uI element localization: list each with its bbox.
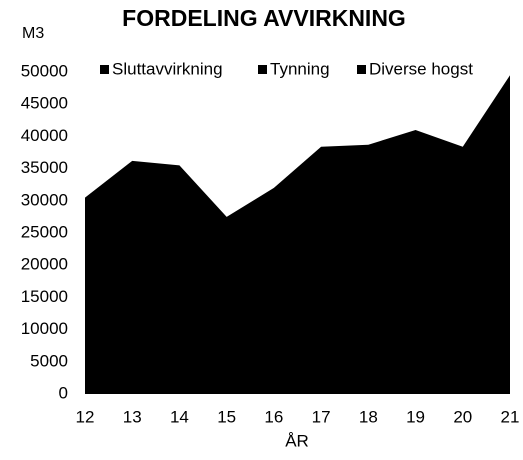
x-tick-label: 12 <box>76 407 95 426</box>
legend-label: Diverse hogst <box>369 59 473 78</box>
legend-swatch <box>357 65 366 74</box>
x-tick-label: 16 <box>264 407 283 426</box>
x-axis-label: ÅR <box>285 431 309 450</box>
x-tick-label: 14 <box>170 407 189 426</box>
x-tick-label: 15 <box>217 407 236 426</box>
area <box>85 75 510 394</box>
y-tick-label: 15000 <box>21 287 68 306</box>
x-tick-label: 13 <box>123 407 142 426</box>
y-axis-label: M3 <box>22 25 44 42</box>
chart-title: FORDELING AVVIRKNING <box>122 5 406 31</box>
y-tick-label: 50000 <box>21 61 68 80</box>
legend-swatch <box>258 65 267 74</box>
x-tick-label: 17 <box>312 407 331 426</box>
y-tick-label: 30000 <box>21 190 68 209</box>
y-tick-label: 5000 <box>30 351 68 370</box>
y-tick-label: 40000 <box>21 126 68 145</box>
y-tick-label: 0 <box>59 383 68 402</box>
y-tick-label: 45000 <box>21 94 68 113</box>
x-tick-label: 19 <box>406 407 425 426</box>
legend-label: Sluttavvirkning <box>112 59 223 78</box>
x-tick-label: 20 <box>453 407 472 426</box>
x-tick-label: 21 <box>501 407 520 426</box>
legend-swatch <box>100 65 109 74</box>
y-tick-label: 25000 <box>21 222 68 241</box>
y-tick-label: 20000 <box>21 255 68 274</box>
y-tick-label: 35000 <box>21 158 68 177</box>
y-tick-label: 10000 <box>21 319 68 338</box>
x-tick-label: 18 <box>359 407 378 426</box>
legend-label: Tynning <box>270 59 330 78</box>
